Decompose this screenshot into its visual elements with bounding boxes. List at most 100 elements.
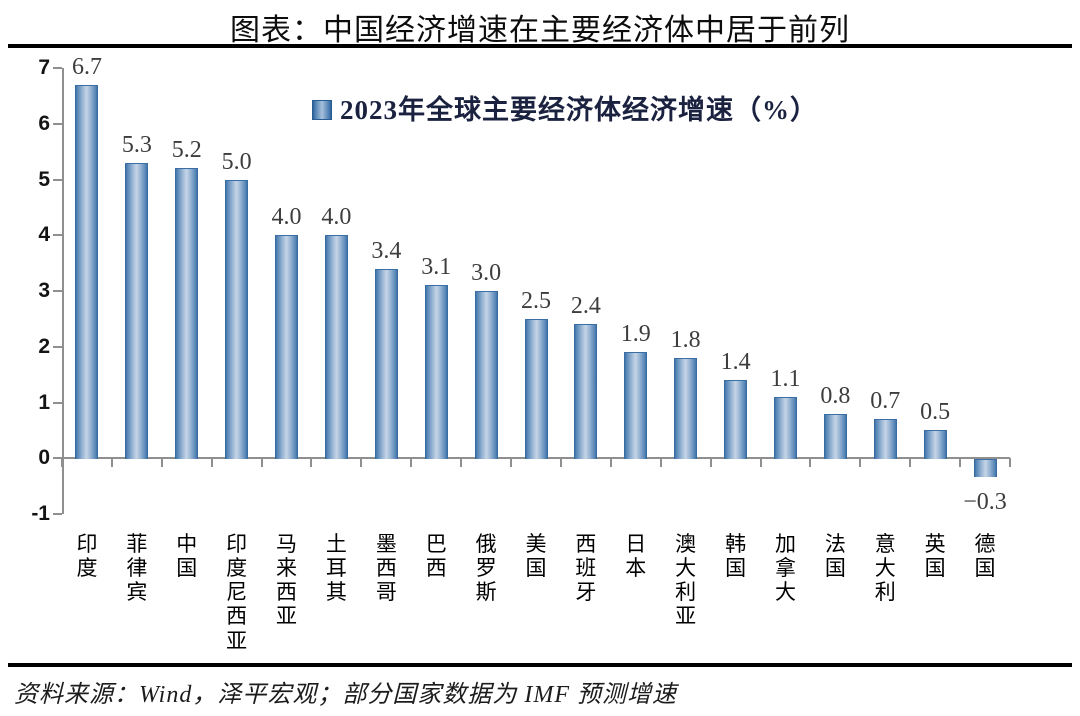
bar-value-label: 4.0 [271,204,302,231]
x-axis-tick [609,458,612,468]
bar-value-label: 0.8 [820,382,851,409]
category-label: 美国 [525,532,547,581]
category-label: 德国 [974,532,996,581]
bar [225,179,249,460]
category-label: 印度尼西亚 [226,532,248,653]
bar [374,268,398,460]
category-label: 英国 [924,532,946,581]
bar [724,380,748,460]
bar [474,291,498,460]
y-axis-label: 4 [38,223,50,247]
y-axis-label: -1 [31,502,50,525]
x-axis-tick [310,458,313,468]
y-axis-label: 5 [38,167,50,191]
x-axis-tick [1009,458,1011,468]
bar-value-label: 6.7 [71,53,102,80]
y-axis-label: 3 [38,279,50,302]
y-axis-tick [53,122,62,125]
bar [75,84,99,460]
category-label: 马来西亚 [276,532,298,629]
x-axis-tick [809,458,812,468]
bar [923,430,947,460]
category-label: 土耳其 [325,532,347,605]
y-axis-tick [53,234,62,237]
x-axis-tick [110,458,113,468]
y-axis-tick [53,345,62,348]
y-axis-label: 0 [38,446,50,470]
bar-value-label: 0.5 [920,399,951,426]
bar [773,396,797,460]
category-label: 菲律宾 [126,532,148,605]
bar-value-label: 1.9 [620,321,651,348]
y-axis-tick [53,290,62,292]
category-label: 巴西 [425,532,447,581]
bar-value-label: −0.3 [963,488,1007,515]
category-label: 日本 [625,532,647,581]
y-axis-tick [53,457,62,460]
x-axis-tick [160,458,163,468]
y-axis-tick [53,401,62,404]
x-axis-tick [759,458,762,468]
x-axis-tick [410,458,413,468]
x-axis-tick [360,458,363,468]
y-axis-label: 1 [38,390,50,414]
bar-value-label: 4.0 [321,204,352,231]
bar-value-label: 5.3 [121,131,152,158]
x-axis-tick [210,458,213,468]
bar-value-label: 3.1 [421,254,452,281]
category-label: 俄罗斯 [475,532,497,605]
bar [175,168,199,460]
category-label: 韩国 [725,532,747,581]
bar [125,162,149,460]
bar-value-label: 5.2 [171,137,202,164]
category-label: 西班牙 [575,532,597,605]
category-label: 印度 [76,532,98,581]
y-axis-label: 7 [38,56,50,79]
bar-value-label: 2.5 [521,287,551,314]
top-divider [8,44,1072,48]
bar-value-label: 1.4 [720,349,751,376]
source-note: 资料来源：Wind，泽平宏观；部分国家数据为 IMF 预测增速 [14,682,677,708]
x-axis-tick [510,458,513,468]
y-axis [62,68,64,514]
x-axis-tick [460,458,463,468]
bar [973,459,997,477]
category-label: 澳大利亚 [675,532,697,629]
bar [823,413,847,460]
bar [524,318,548,460]
page-title: 图表：中国经济增速在主要经济体中居于前列 [230,14,850,47]
bar [324,235,348,460]
bar-value-label: 3.4 [371,237,402,264]
y-axis-tick [53,67,62,69]
bar [574,324,598,460]
category-label: 意大利 [874,532,896,605]
bar-value-label: 0.7 [870,388,901,415]
x-axis-tick [260,458,263,468]
y-axis-tick [53,178,62,181]
x-axis-tick [909,458,912,468]
x-axis-tick [559,458,562,468]
bar-value-label: 5.0 [221,148,252,175]
bar [624,352,648,460]
bar-value-label: 1.8 [670,326,701,353]
category-label: 法国 [824,532,846,581]
x-axis-tick [659,458,662,468]
x-axis-tick [709,458,712,468]
bar [873,419,897,460]
bar-value-label: 1.1 [770,365,801,392]
category-label: 加拿大 [774,532,796,605]
bottom-divider [8,663,1072,667]
bar-value-label: 3.0 [471,260,502,286]
y-axis-label: 6 [38,111,50,135]
x-axis-tick [959,458,962,468]
bar [674,357,698,460]
chart-legend: 2023年全球主要经济体经济增速（%） [312,88,818,127]
x-axis-tick [859,458,862,468]
legend-label: 2023年全球主要经济体经济增速（%） [340,95,818,125]
bar-value-label: 2.4 [570,293,601,320]
bar [275,235,299,460]
legend-swatch-icon [312,99,332,120]
bar [424,285,448,460]
category-label: 中国 [176,532,198,581]
